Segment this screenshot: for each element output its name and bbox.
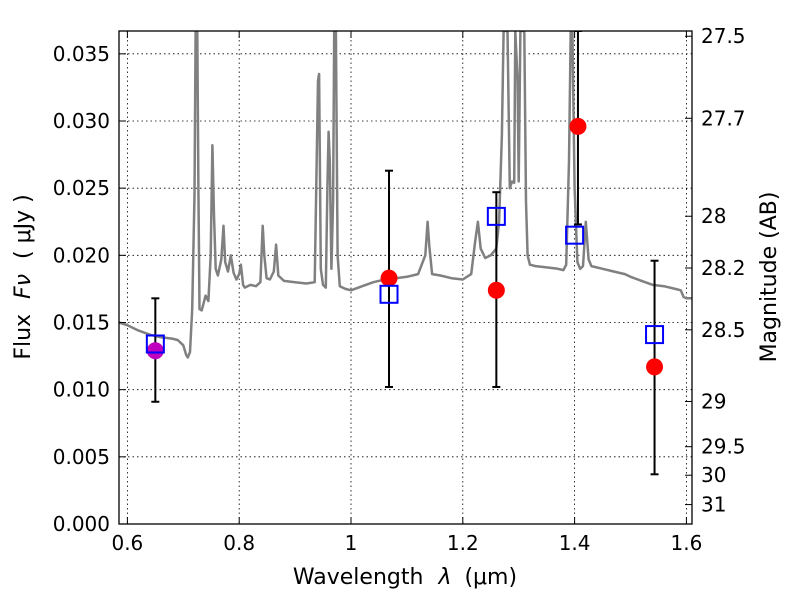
y-tick-label: 0.020 xyxy=(53,243,110,267)
x-tick-label: 1.2 xyxy=(447,531,479,555)
observed-point xyxy=(569,117,587,135)
x-axis-label: Wavelength λ (μm) xyxy=(293,565,517,590)
y-tick-label: 0.030 xyxy=(53,109,110,133)
y2-tick-label: 28.2 xyxy=(701,256,746,280)
observed-point xyxy=(487,281,505,299)
y-tick-label: 0.010 xyxy=(53,378,110,402)
y2-tick-label: 27.7 xyxy=(701,106,746,130)
y2-tick-label: 31 xyxy=(701,493,726,517)
y2-tick-label: 29.5 xyxy=(701,435,746,459)
observed-point xyxy=(146,342,164,360)
y2-tick-label: 30 xyxy=(701,463,726,487)
x-axis-label-symbol: λ xyxy=(437,565,451,590)
y2-tick-label: 28.5 xyxy=(701,318,746,342)
model-square xyxy=(145,334,165,354)
y-tick-label: 0.015 xyxy=(53,311,110,335)
axes: 0.6 0.8 1 1.2 1.4 1.6 0.000 0.005 0.010 0.015 0.02… xyxy=(53,24,746,555)
x-tick-label: 1.4 xyxy=(559,531,591,555)
y-axis-label: Flux Fν ( μJy ) xyxy=(11,194,36,359)
y2-axis-label: Magnitude (AB) xyxy=(757,192,782,363)
y-tick-label: 0.000 xyxy=(53,512,110,536)
y2-tick-label: 27.5 xyxy=(701,24,746,48)
x-tick-label: 1 xyxy=(345,531,358,555)
y2-tick-label: 28 xyxy=(701,204,726,228)
y-axis-label-unit: ( μJy ) xyxy=(11,194,36,259)
observed-point xyxy=(646,358,664,376)
y-tick-label: 0.035 xyxy=(53,42,110,66)
y-tick-label: 0.005 xyxy=(53,445,110,469)
y2-tick-label: 29 xyxy=(701,389,726,413)
x-tick-label: 0.6 xyxy=(111,531,143,555)
observed-points xyxy=(146,117,664,376)
model-square xyxy=(379,284,399,304)
plot-area xyxy=(119,31,692,476)
model-spectrum-line xyxy=(119,31,692,359)
y-tick-label: 0.025 xyxy=(53,176,110,200)
x-axis-label-text: Wavelength xyxy=(293,565,424,590)
model-square xyxy=(486,206,506,226)
model-square xyxy=(645,325,665,345)
x-axis-label-unit: (μm) xyxy=(464,565,517,590)
model-square xyxy=(565,225,585,245)
y-axis-label-text: Flux xyxy=(11,314,36,360)
x-tick-label: 1.6 xyxy=(671,531,703,555)
plot-frame xyxy=(118,30,693,525)
y-axis-label-symbol: Fν xyxy=(11,274,36,299)
observed-point xyxy=(380,269,398,287)
model-points xyxy=(145,206,665,354)
x-tick-label: 0.8 xyxy=(223,531,255,555)
